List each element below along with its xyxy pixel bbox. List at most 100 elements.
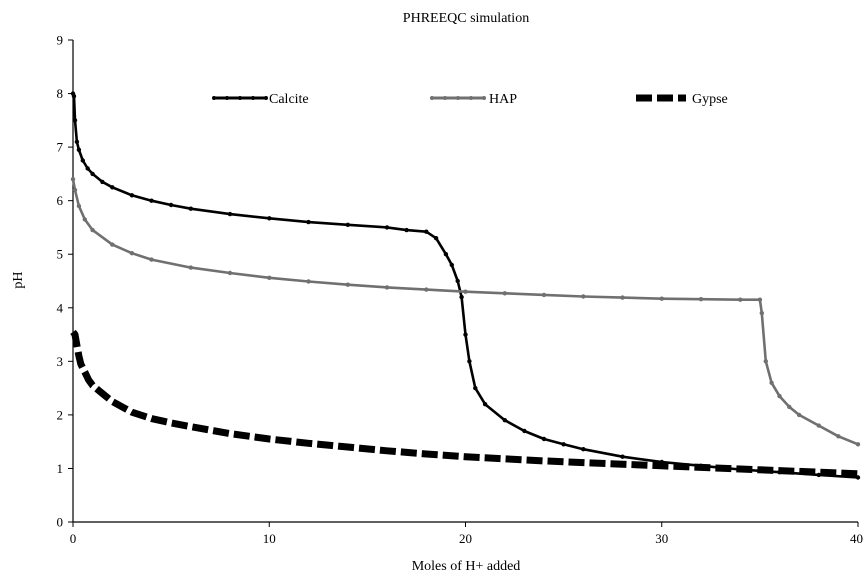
y-tick-label: 9 (57, 33, 64, 48)
data-point (100, 179, 105, 185)
series-hap (70, 177, 861, 447)
data-point (463, 289, 468, 294)
plot-area (70, 91, 861, 480)
y-tick-label: 2 (57, 407, 64, 422)
data-point (82, 217, 88, 222)
series-calcite (70, 91, 861, 480)
legend-marker (212, 96, 216, 100)
x-tick-label: 10 (263, 531, 276, 546)
data-point (482, 402, 488, 407)
data-point (777, 393, 782, 399)
data-point (698, 297, 704, 302)
data-point (459, 294, 464, 300)
data-point (76, 203, 82, 209)
y-tick-label: 1 (57, 461, 64, 476)
legend-label: HAP (489, 92, 517, 107)
data-point (763, 359, 768, 364)
data-point (455, 278, 460, 284)
data-point (71, 94, 77, 99)
data-point (561, 442, 566, 447)
series-line (71, 178, 859, 446)
data-point (384, 225, 390, 230)
data-point (188, 265, 193, 270)
data-point (110, 242, 115, 247)
data-point (72, 118, 78, 123)
data-point (759, 310, 764, 316)
data-point (90, 227, 95, 233)
data-point (738, 297, 743, 302)
axes: 0 1 2 3 4 5 6 7 8 9 0 10 20 30 40 (57, 33, 863, 547)
data-point (90, 171, 95, 177)
data-point (424, 287, 429, 292)
legend-marker (482, 96, 486, 100)
data-point (581, 447, 586, 452)
data-point (620, 454, 625, 459)
legend-label: Calcite (269, 92, 309, 107)
data-point (502, 418, 507, 423)
data-point (345, 222, 350, 227)
legend-marker (443, 96, 447, 100)
y-tick-label: 7 (57, 140, 64, 155)
data-point (502, 291, 507, 296)
data-point (404, 227, 409, 233)
x-tick-label: 40 (850, 531, 863, 546)
data-point (620, 295, 625, 300)
data-point (188, 206, 193, 211)
x-axis-label: Moles of H+ added (412, 559, 521, 574)
data-point (267, 275, 272, 280)
chart-title: PHREEQC simulation (403, 11, 529, 26)
y-tick-label: 6 (57, 193, 64, 208)
data-point (80, 158, 86, 163)
legend-label: Gypse (692, 92, 728, 107)
data-point (433, 236, 439, 241)
series-line (71, 93, 859, 479)
data-point (110, 185, 115, 190)
data-point (816, 472, 821, 478)
legend-marker (238, 96, 242, 100)
data-point (443, 252, 449, 257)
data-point (168, 202, 174, 208)
data-point (541, 292, 547, 298)
y-tick-label: 4 (57, 300, 64, 315)
data-point (796, 412, 802, 418)
data-point (227, 211, 233, 217)
legend-marker (225, 96, 229, 100)
legend: Calcite HAP Gypse (212, 92, 728, 107)
data-point (306, 279, 311, 284)
legend-item-gypse: Gypse (636, 92, 728, 107)
data-point (76, 147, 82, 152)
data-point (306, 219, 311, 225)
data-point (581, 294, 586, 299)
data-point (757, 297, 763, 302)
legend-item-calcite: Calcite (212, 92, 309, 107)
data-point (855, 442, 861, 447)
data-point (129, 193, 135, 198)
data-point (267, 216, 272, 221)
x-tick-label: 20 (459, 531, 472, 546)
y-tick-label: 0 (57, 515, 64, 530)
data-point (467, 359, 472, 364)
data-point (424, 229, 429, 234)
series-gypse (70, 329, 859, 478)
data-point (72, 187, 78, 193)
data-point (463, 332, 468, 337)
data-point (449, 262, 454, 268)
data-point (74, 139, 80, 144)
y-axis-label: pH (11, 271, 26, 288)
data-point (70, 177, 76, 182)
legend-marker (264, 96, 268, 100)
data-point (149, 198, 154, 203)
y-tick-label: 3 (57, 354, 64, 369)
data-point (787, 404, 792, 410)
y-tick-label: 5 (57, 247, 64, 262)
data-point (384, 285, 390, 290)
data-point (659, 296, 664, 301)
data-point (473, 385, 478, 391)
legend-item-hap: HAP (430, 92, 517, 107)
data-point (541, 436, 547, 442)
legend-marker (430, 96, 434, 100)
legend-marker (251, 96, 255, 100)
data-point (345, 282, 350, 287)
x-tick-label: 30 (655, 531, 668, 546)
